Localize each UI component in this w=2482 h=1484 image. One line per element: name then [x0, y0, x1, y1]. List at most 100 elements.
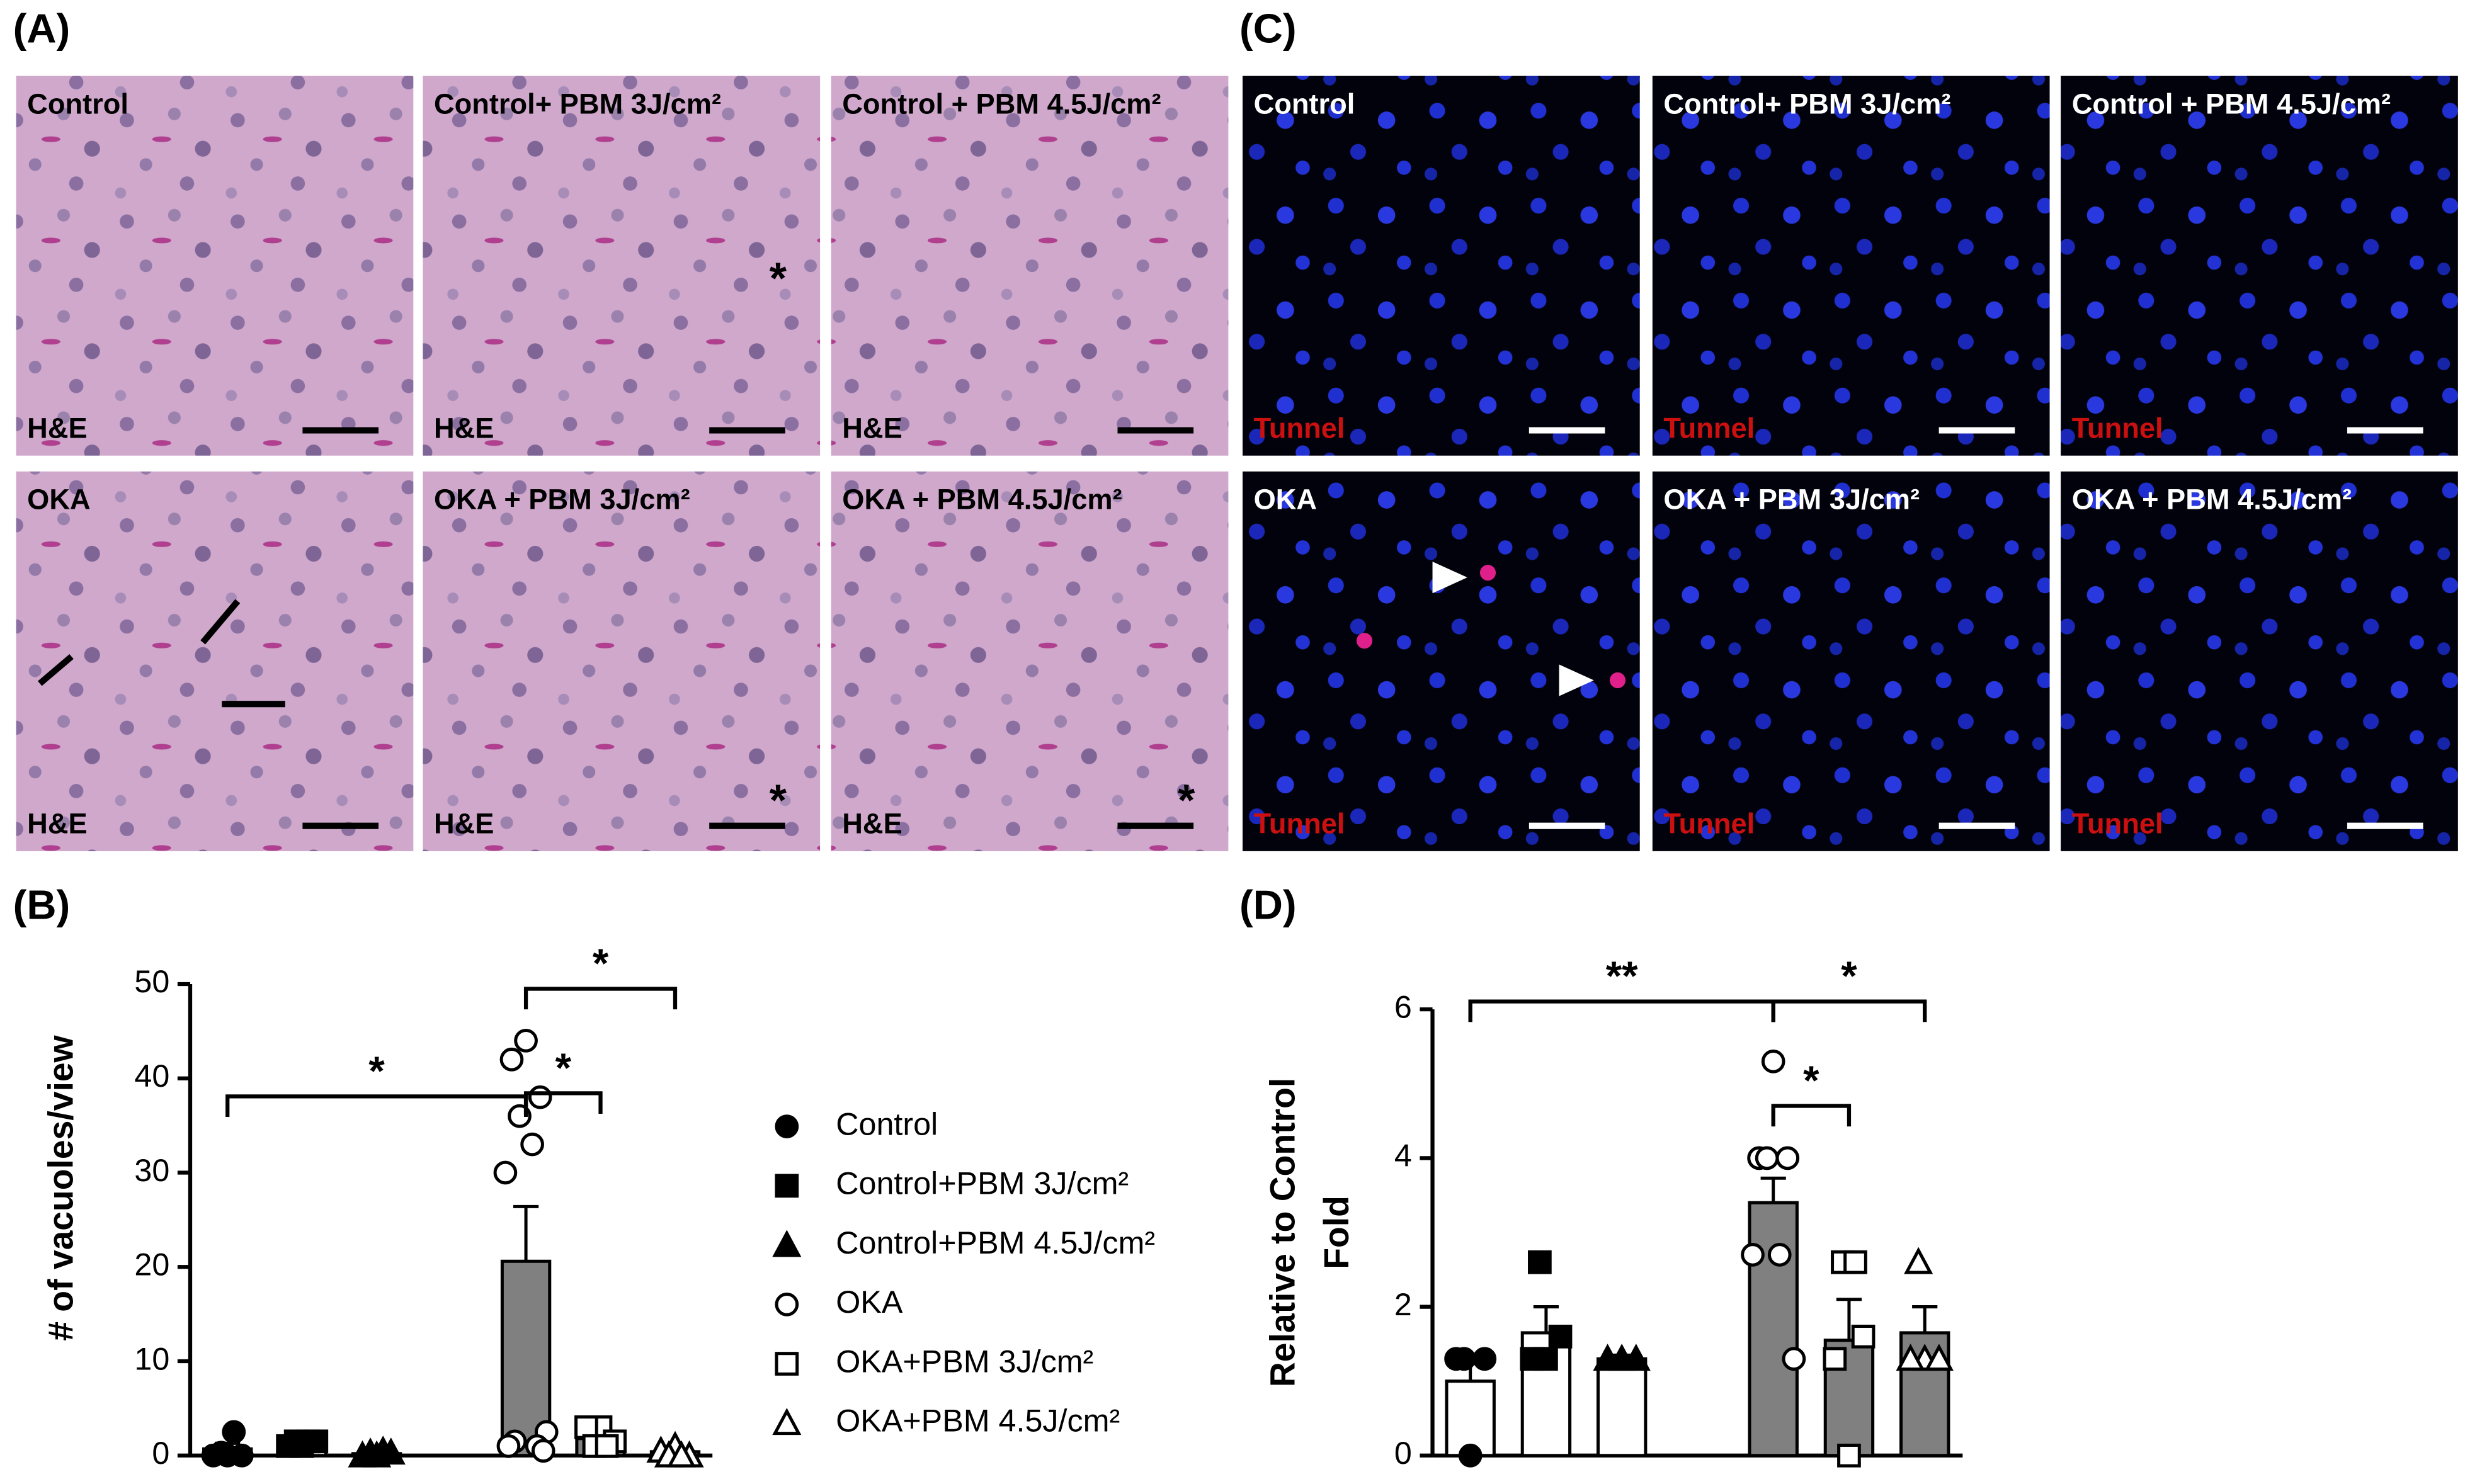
significance-label: * — [1803, 1058, 1819, 1104]
significance-bracket — [523, 987, 678, 1010]
data-point — [531, 1439, 555, 1463]
legend-marker — [775, 1174, 799, 1198]
data-point — [368, 1436, 398, 1463]
data-point — [514, 1028, 538, 1053]
y-axis-label: Fold — [1317, 1196, 1356, 1269]
data-point — [1621, 1344, 1651, 1371]
significance-bracket — [1771, 1104, 1852, 1127]
stain-label: H&E — [842, 808, 902, 840]
significance-bracket — [1468, 999, 1775, 1022]
legend-marker — [772, 1230, 802, 1257]
legend-label: OKA+PBM 3J/cm² — [836, 1344, 1093, 1379]
tunel-positive-cell — [1356, 633, 1373, 649]
data-point — [1837, 1443, 1861, 1468]
legend-label: OKA+PBM 4.5J/cm² — [836, 1403, 1120, 1439]
stain-label: Tunnel — [1254, 412, 1345, 444]
arrowhead — [1559, 664, 1594, 696]
arrowhead — [1432, 562, 1467, 594]
significance-label: * — [368, 1048, 385, 1094]
y-tick-label: 20 — [134, 1247, 169, 1283]
data-point — [528, 1085, 552, 1109]
y-tick-label: 10 — [134, 1341, 169, 1376]
micrograph — [1243, 471, 1640, 851]
bar — [1596, 1357, 1648, 1458]
y-tick-label: 4 — [1394, 1138, 1412, 1174]
arrow — [200, 599, 241, 645]
data-point — [1458, 1443, 1483, 1468]
image-label: OKA + PBM 4.5J/cm² — [842, 484, 1122, 516]
data-point — [1767, 1243, 1792, 1267]
data-point — [1761, 1049, 1785, 1073]
data-point — [222, 1420, 246, 1444]
panel-label: (B) — [13, 882, 71, 928]
tunel-positive-cell — [1479, 565, 1496, 581]
image-label: OKA — [27, 484, 90, 516]
stain-label: H&E — [434, 808, 494, 840]
data-point — [1755, 1146, 1779, 1170]
data-point — [1851, 1324, 1876, 1349]
data-point — [209, 1441, 234, 1465]
panel-label: (C) — [1239, 6, 1297, 52]
micrograph — [423, 471, 821, 851]
data-point — [1775, 1146, 1800, 1170]
significance-label: * — [1841, 953, 1857, 999]
image-label: OKA + PBM 3J/cm² — [1663, 484, 1920, 516]
arrow — [38, 654, 74, 686]
data-point — [667, 1440, 697, 1468]
y-axis-label: Relative to Control — [1263, 1078, 1302, 1387]
stain-label: Tunnel — [1663, 412, 1755, 444]
data-point — [1520, 1347, 1544, 1371]
data-point — [1472, 1347, 1497, 1371]
tunel-positive-cell — [1609, 672, 1626, 689]
significance-bracket — [523, 1091, 603, 1114]
stain-label: Tunnel — [2072, 808, 2163, 840]
data-point — [1528, 1250, 1552, 1274]
stain-label: H&E — [434, 412, 494, 444]
data-point — [493, 1160, 518, 1185]
legend-label: Control — [836, 1106, 938, 1141]
asterisk: * — [770, 253, 787, 303]
y-tick-label: 0 — [1394, 1436, 1412, 1471]
image-label: Control — [1254, 88, 1355, 120]
y-tick-label: 40 — [134, 1058, 169, 1094]
y-axis-label: # of vacuoles/view — [42, 1034, 81, 1340]
legend-marker — [775, 1114, 799, 1138]
stain-label: H&E — [27, 412, 87, 444]
legend-marker — [775, 1292, 799, 1317]
data-point — [296, 1429, 321, 1454]
micrograph — [16, 471, 414, 851]
legend-label: Control+PBM 4.5J/cm² — [836, 1225, 1155, 1260]
image-label: Control — [27, 88, 128, 120]
micrograph — [2061, 76, 2458, 456]
data-point — [1782, 1347, 1806, 1371]
y-tick-label: 50 — [134, 964, 169, 999]
data-point — [496, 1434, 521, 1458]
stain-label: Tunnel — [1663, 808, 1755, 840]
data-point — [595, 1434, 619, 1458]
image-label: Control + PBM 4.5J/cm² — [2072, 88, 2391, 120]
data-point — [1593, 1344, 1622, 1371]
micrograph — [16, 76, 414, 456]
data-point — [1548, 1324, 1573, 1349]
data-point — [1823, 1347, 1847, 1371]
stain-label: Tunnel — [2072, 412, 2163, 444]
y-tick-label: 2 — [1394, 1287, 1412, 1322]
stain-label: H&E — [27, 808, 87, 840]
micrograph — [423, 76, 821, 456]
legend-marker — [772, 1408, 802, 1436]
y-tick-label: 6 — [1394, 989, 1412, 1024]
image-label: Control+ PBM 3J/cm² — [1663, 88, 1950, 120]
data-point — [1843, 1250, 1867, 1274]
data-point — [1924, 1344, 1954, 1371]
y-tick-label: 30 — [134, 1153, 169, 1188]
data-point — [520, 1132, 544, 1157]
micrograph — [2061, 471, 2458, 851]
asterisk: * — [1178, 775, 1195, 825]
micrograph — [1243, 76, 1640, 456]
stain-label: Tunnel — [1254, 808, 1345, 840]
asterisk: * — [770, 775, 787, 825]
micrograph — [831, 471, 1229, 851]
significance-bracket — [1771, 999, 1927, 1022]
